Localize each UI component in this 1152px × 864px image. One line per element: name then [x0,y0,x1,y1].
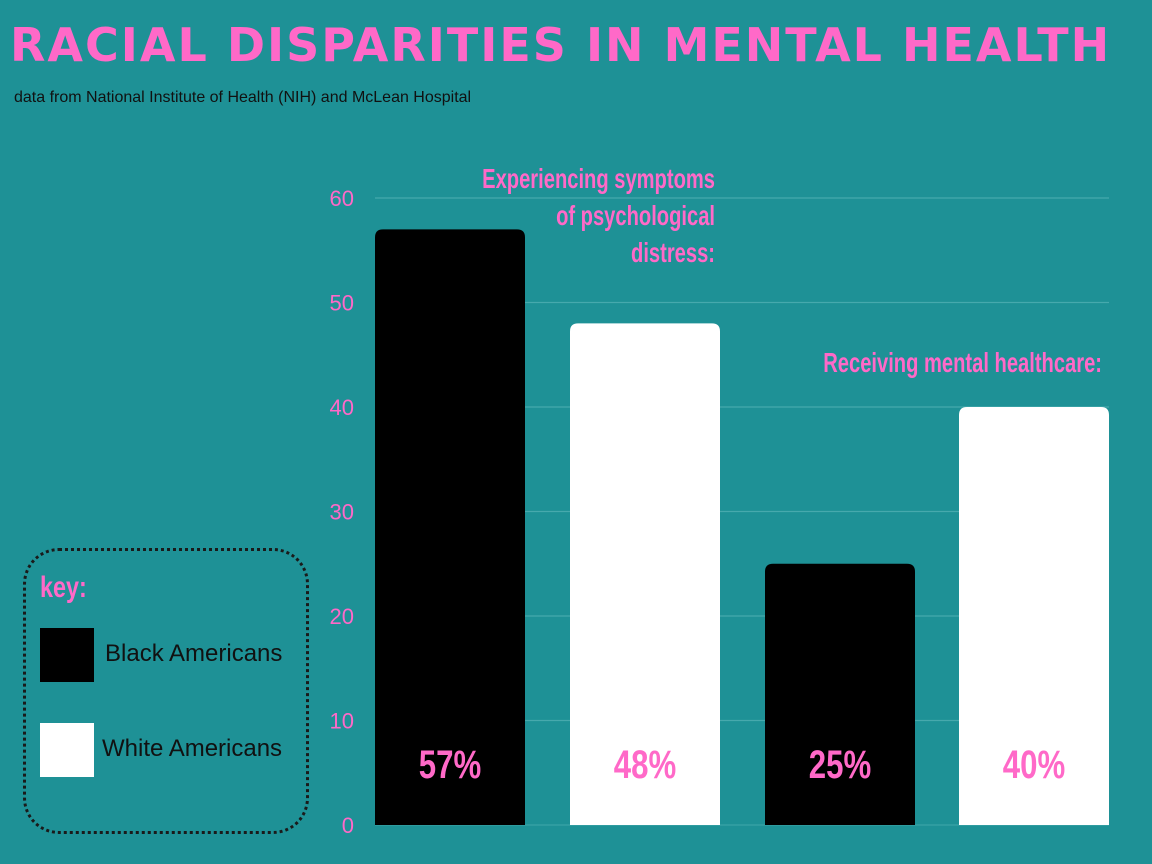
page-title: RACIAL DISPARITIES IN MENTAL HEALTH [10,18,1112,72]
legend: key: Black Americans White Americans [23,548,309,834]
y-tick-label: 50 [330,291,354,316]
legend-swatch-black-americans [40,628,94,682]
legend-label-black-americans: Black Americans [105,640,283,667]
category-label: of psychological [556,201,715,232]
y-tick-label: 60 [330,186,354,211]
category-label: Experiencing symptoms [482,164,715,195]
bar-black-americans-2 [765,563,915,825]
legend-title: key: [40,571,87,604]
y-tick-label: 10 [330,709,354,734]
legend-label-white-americans: White Americans [102,735,283,762]
category-label: Receiving mental healthcare: [823,348,1102,379]
page-subtitle: data from National Institute of Health (… [14,89,472,106]
y-tick-label: 20 [330,604,354,629]
bar-black-americans-1 [375,229,525,826]
category-label: distress: [631,238,715,269]
y-tick-label: 30 [330,500,354,525]
bar-white-americans-1 [570,323,720,825]
y-tick-label: 0 [342,813,354,838]
bar-white-americans-2 [959,407,1109,825]
bar-value-label: 40% [1003,742,1065,787]
bar-value-label: 25% [809,742,871,787]
legend-swatch-white-americans [40,723,94,777]
bar-value-label: 48% [614,742,676,787]
bar-value-label: 57% [419,742,481,787]
y-tick-label: 40 [330,395,354,420]
